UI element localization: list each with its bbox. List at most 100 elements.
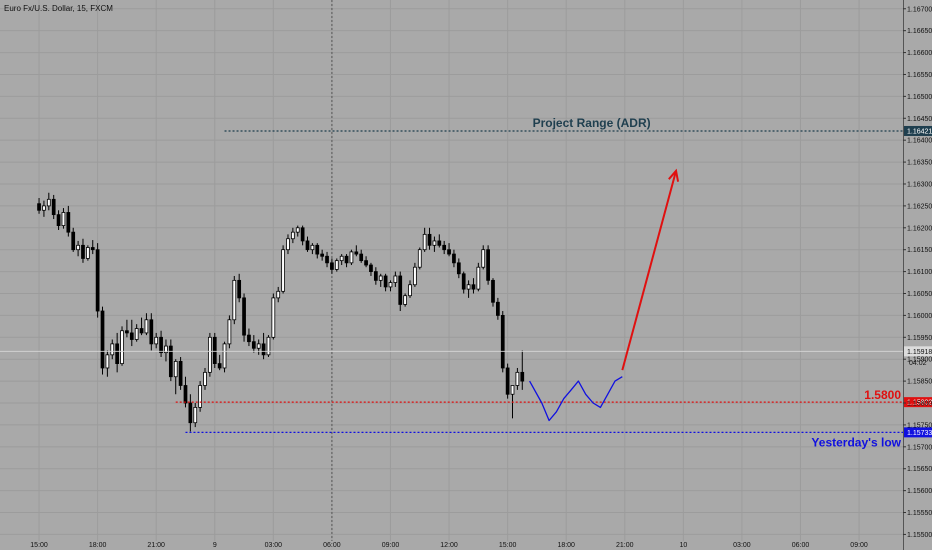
- candle-bearish: [520, 350, 525, 390]
- candle-bullish: [193, 403, 198, 428]
- candle-body: [286, 238, 290, 251]
- candle-bearish: [398, 271, 403, 312]
- candle-body: [120, 330, 124, 364]
- candle-bearish: [178, 357, 183, 390]
- horizontal-levels: 1.16421 Project Range (ADR) 1.15802 1.5800 1…: [0, 116, 932, 449]
- candle-bullish: [476, 262, 481, 292]
- candle-bearish: [129, 319, 134, 347]
- candle-bullish: [46, 192, 51, 211]
- candle-bearish: [315, 243, 320, 259]
- candle-bearish: [364, 256, 368, 268]
- candle-bearish: [447, 243, 451, 257]
- candle-bearish: [491, 278, 495, 307]
- candle-bearish: [115, 332, 120, 373]
- candle-body: [198, 385, 202, 408]
- candle-body: [76, 244, 80, 251]
- candle-body: [305, 240, 310, 251]
- candle-bullish: [510, 385, 515, 419]
- candle-body: [212, 336, 217, 364]
- candle-body: [408, 284, 412, 297]
- candle-body: [476, 266, 481, 290]
- candle-bearish: [90, 240, 95, 255]
- candle-body: [383, 275, 388, 288]
- time-tick-label: 12:00: [440, 542, 458, 549]
- candle-body: [90, 247, 95, 251]
- candle-bearish: [261, 332, 266, 360]
- candle-bearish: [500, 311, 505, 373]
- candle-body: [217, 363, 222, 369]
- candle-bullish: [334, 258, 339, 272]
- candle-body: [349, 251, 354, 264]
- candle-body: [125, 330, 129, 334]
- candle-bearish: [461, 271, 466, 294]
- candle-bullish: [164, 339, 168, 362]
- candle-bearish: [305, 236, 310, 252]
- price-tick-label: 1.16400: [907, 138, 932, 145]
- candle-body: [403, 295, 407, 305]
- candle-body: [354, 251, 359, 255]
- candle-body: [334, 260, 339, 270]
- candle-bearish: [100, 306, 105, 375]
- candle-bearish: [188, 394, 193, 432]
- candle-bearish: [247, 328, 251, 347]
- price-tick-label: 1.16550: [907, 72, 932, 79]
- candle-bearish: [369, 262, 373, 276]
- candle-body: [134, 328, 139, 340]
- candle-bearish: [66, 205, 71, 237]
- price-tick-label: 1.15750: [907, 422, 932, 429]
- candle-body: [164, 345, 168, 354]
- price-tick-label: 1.16000: [907, 313, 932, 320]
- time-tick-label: 21:00: [147, 542, 165, 549]
- candle-body: [159, 336, 163, 354]
- candle-body: [178, 360, 183, 386]
- price-tick-label: 1.15650: [907, 466, 932, 473]
- price-tick-label: 1.16350: [907, 160, 932, 167]
- candle-body: [393, 275, 398, 283]
- candle-bearish: [139, 317, 144, 336]
- time-tick-label: 09:00: [382, 542, 400, 549]
- level-price-label: 1.16421: [907, 128, 932, 135]
- candle-body: [417, 249, 422, 268]
- candle-bullish: [61, 208, 66, 229]
- candle-bearish: [51, 194, 56, 220]
- level-price-label: 1.15733: [907, 430, 932, 437]
- candle-body: [61, 212, 66, 226]
- candle-body: [85, 247, 90, 259]
- candle-bearish: [354, 245, 359, 257]
- candle-body: [149, 319, 154, 345]
- candle-bullish: [256, 339, 261, 355]
- price-tick-label: 1.16700: [907, 6, 932, 13]
- candle-body: [173, 360, 178, 378]
- candle-bullish: [378, 273, 383, 287]
- price-tick-label: 1.15950: [907, 335, 932, 342]
- candle-bullish: [403, 293, 407, 307]
- candle-body: [237, 279, 242, 299]
- candle-body: [413, 266, 417, 286]
- candle-bearish: [251, 335, 256, 353]
- candle-body: [500, 315, 505, 369]
- level-price-tag: [904, 125, 932, 136]
- price-tick-label: 1.15800: [907, 401, 932, 408]
- level-price-label: 1.15802: [907, 400, 932, 407]
- candle-body: [56, 214, 61, 226]
- candle-body: [115, 343, 120, 364]
- candle-body: [325, 255, 329, 264]
- candle-bearish: [56, 210, 61, 230]
- price-tick-label: 1.15900: [907, 357, 932, 364]
- time-tick-label: 09:00: [850, 542, 868, 549]
- candle-bearish: [373, 267, 378, 285]
- candle-body: [315, 244, 320, 255]
- candle-body: [42, 205, 46, 211]
- candle-body: [369, 264, 373, 272]
- candle-body: [510, 385, 515, 395]
- candle-body: [95, 249, 100, 312]
- projection-path: [529, 376, 623, 422]
- candle-body: [46, 198, 51, 207]
- candle-bearish: [437, 234, 442, 248]
- candle-bearish: [300, 225, 305, 246]
- price-tick-label: 1.15700: [907, 444, 932, 451]
- candle-bullish: [349, 249, 354, 266]
- time-tick-label: 03:00: [733, 542, 751, 549]
- time-tick-label: 18:00: [557, 542, 575, 549]
